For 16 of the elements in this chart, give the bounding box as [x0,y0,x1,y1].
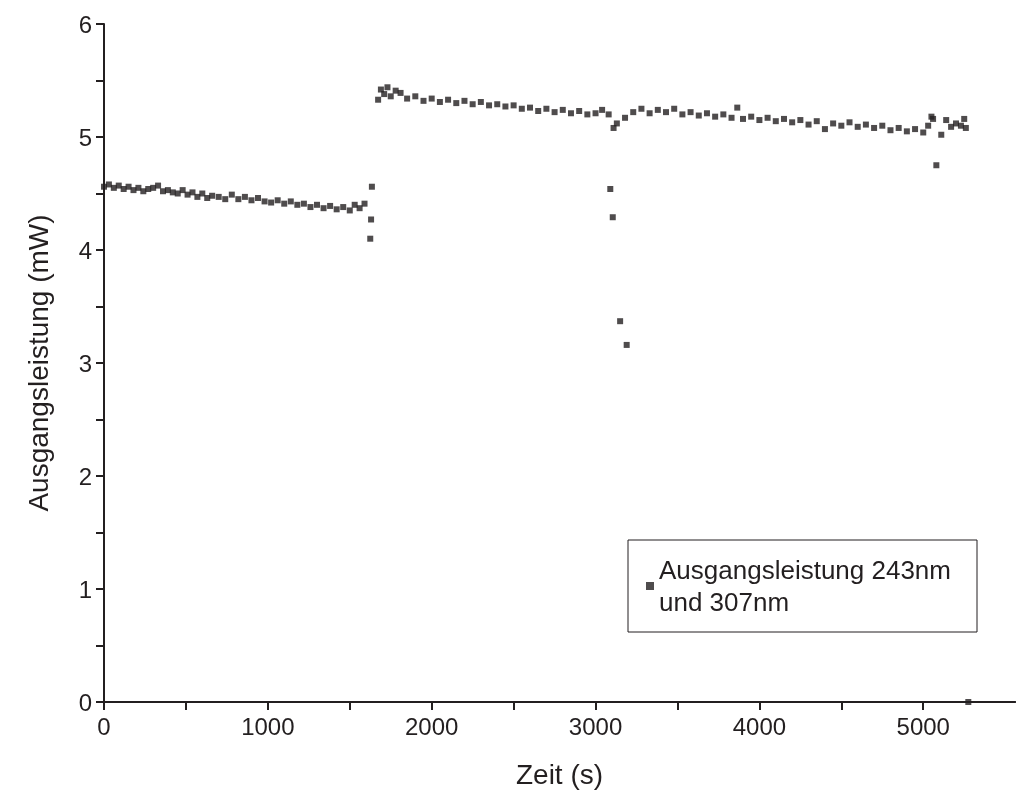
x-tick-label: 1000 [241,712,295,740]
x-tick-label: 0 [97,712,111,740]
y-tick-label: 4 [78,236,92,264]
x-tick-label: 3000 [568,712,623,740]
x-tick-label: 5000 [896,712,950,740]
y-tick-label: 5 [78,123,92,151]
y-tick-label: 2 [78,462,92,490]
y-axis-title: Ausgangsleistung (mW) [22,214,54,512]
y-tick-label: 3 [78,349,92,377]
x-axis-title: Zeit (s) [515,758,604,790]
y-tick-label: 1 [78,575,92,603]
y-tick-label: 6 [78,10,92,38]
x-tick-label: 4000 [732,712,787,740]
legend-label: Ausgangsleistung 243nm und 307nm [659,555,959,617]
y-tick-label: 0 [78,688,92,716]
x-tick-label: 2000 [405,712,459,740]
